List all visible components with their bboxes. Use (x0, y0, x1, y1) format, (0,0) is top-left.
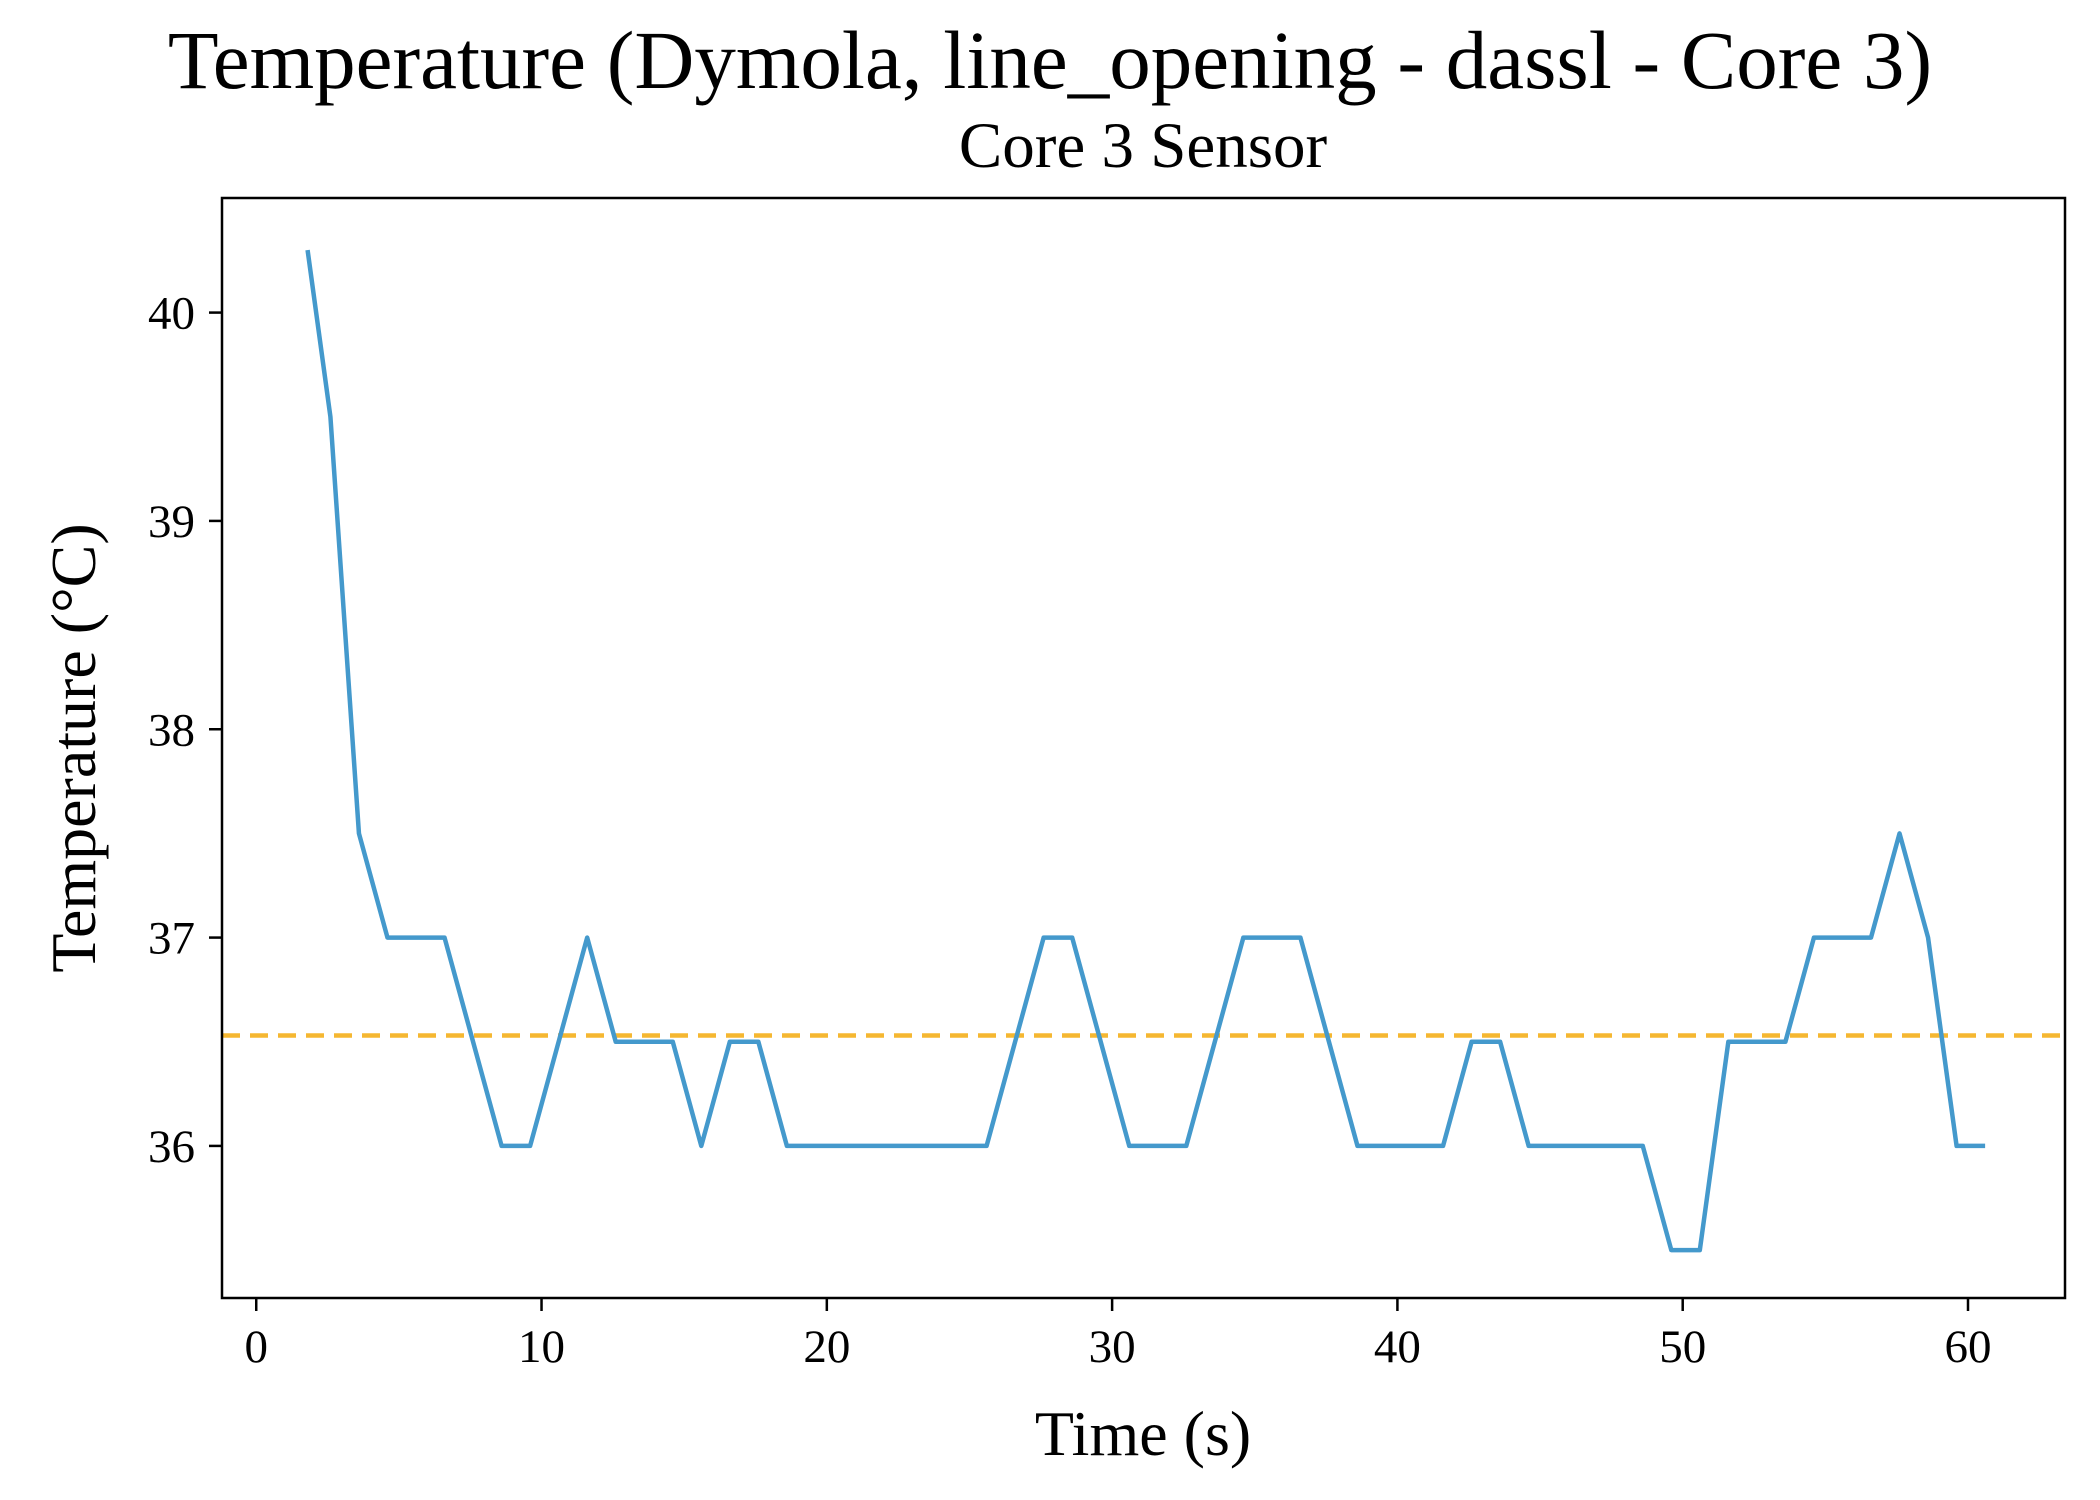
y-tick-label: 39 (148, 496, 195, 548)
x-tick-label: 60 (1945, 1321, 1992, 1373)
y-axis-ticks: 36 37 38 39 40 (148, 288, 222, 1173)
x-axis-label: Time (s) (1035, 1398, 1251, 1469)
x-tick-label: 0 (244, 1321, 268, 1373)
chart-title: Temperature (Dymola, line_opening - dass… (168, 14, 1932, 106)
series-layer (305, 249, 1986, 1253)
x-tick-label: 40 (1374, 1321, 1421, 1373)
y-tick-label: 37 (148, 913, 195, 965)
y-axis-label: Temperature (°C) (38, 523, 109, 972)
x-tick-label: 30 (1089, 1321, 1136, 1373)
x-tick-label: 20 (803, 1321, 850, 1373)
chart-subtitle: Core 3 Sensor (959, 110, 1328, 182)
x-tick-label: 10 (518, 1321, 565, 1373)
x-axis-ticks: 0 10 20 30 40 50 60 (244, 1298, 1992, 1373)
y-tick-label: 40 (148, 288, 195, 340)
y-tick-label: 38 (148, 704, 195, 756)
axes-frame (220, 196, 2067, 1300)
y-tick-label: 36 (148, 1121, 195, 1173)
series-line-1 (305, 249, 1986, 1253)
x-tick-label: 50 (1659, 1321, 1706, 1373)
